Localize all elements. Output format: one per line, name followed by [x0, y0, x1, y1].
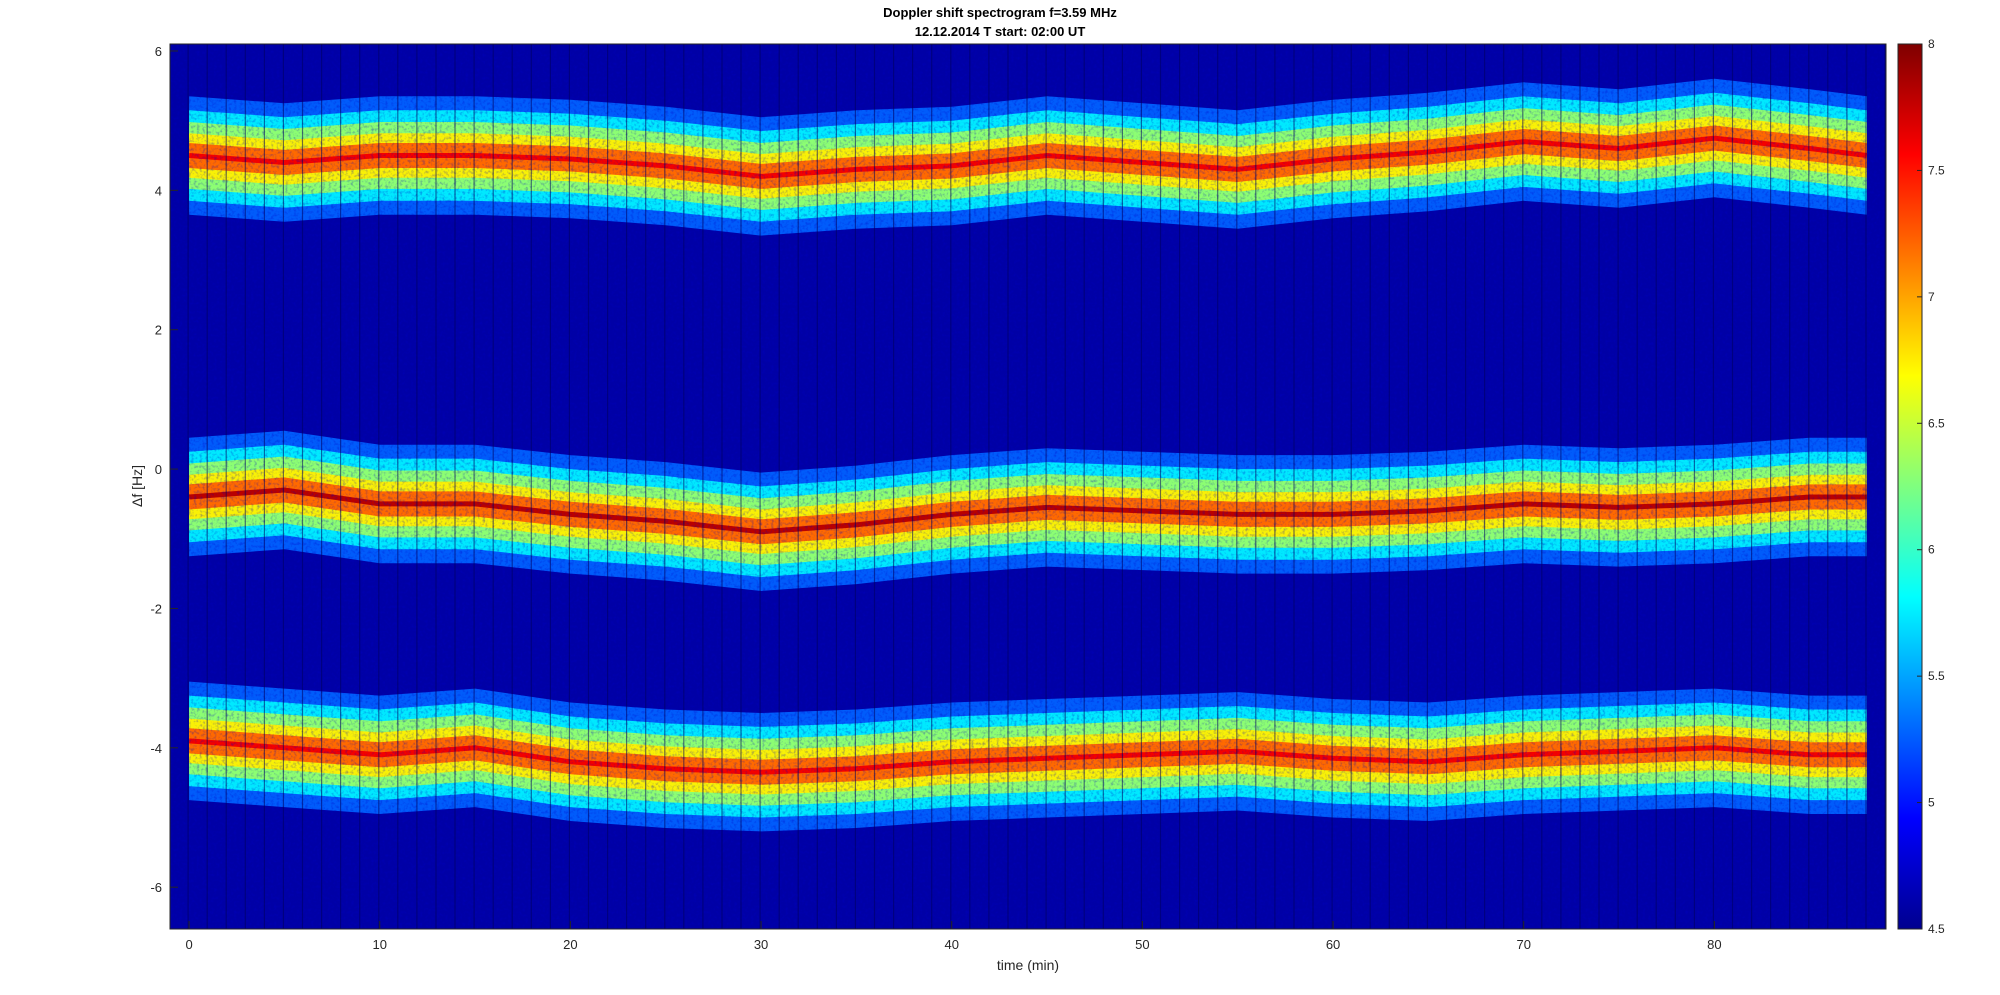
y-tick-label: 6	[155, 44, 162, 59]
colorbar-tick-label: 6.5	[1928, 416, 1945, 430]
colorbar-tick-label: 5	[1928, 796, 1935, 810]
colorbar-tick-label: 8	[1928, 37, 1935, 51]
y-axis-label: Δf [Hz]	[129, 465, 145, 507]
x-tick-label: 30	[754, 937, 768, 952]
x-tick-label: 60	[1326, 937, 1340, 952]
x-tick-label: 10	[372, 937, 386, 952]
plot-frame	[169, 43, 1887, 930]
colorbar: 8 7.5 7 6.5 6 5.5 5 4.5	[1897, 37, 1945, 936]
x-tick-label: 40	[944, 937, 958, 952]
y-tick-label: -2	[150, 601, 162, 616]
colorbar-tick-label: 7	[1928, 290, 1935, 304]
colorbar-tick-label: 4.5	[1928, 922, 1945, 936]
y-tick-label: -4	[150, 741, 162, 756]
x-tick-label: 70	[1516, 937, 1530, 952]
x-tick-label: 20	[563, 937, 577, 952]
colorbar-gradient	[1897, 43, 1923, 930]
y-tick-label: 0	[155, 462, 162, 477]
x-axis-label: time (min)	[997, 957, 1059, 973]
colorbar-tick-label: 5.5	[1928, 669, 1945, 683]
colorbar-ticks: 8 7.5 7 6.5 6 5.5 5 4.5	[1917, 37, 1945, 936]
time-window-stripes	[187, 44, 1886, 929]
spectrogram-plot-area	[169, 43, 1887, 930]
y-tick-label: 2	[155, 323, 162, 338]
colorbar-tick-label: 7.5	[1928, 163, 1945, 177]
chart-title: Doppler shift spectrogram f=3.59 MHz	[883, 5, 1117, 20]
x-tick-label: 80	[1707, 937, 1721, 952]
y-tick-label: -6	[150, 880, 162, 895]
x-tick-label: 50	[1135, 937, 1149, 952]
speckle-texture	[170, 44, 1886, 929]
y-tick-label: 4	[155, 183, 162, 198]
colorbar-tick-label: 6	[1928, 543, 1935, 557]
x-axis: 0 10 20 30 40 50 60 70 80	[185, 921, 1722, 952]
y-axis: 6 4 2 0 -2 -4 -6	[150, 44, 178, 895]
chart-subtitle: 12.12.2014 T start: 02:00 UT	[914, 24, 1086, 39]
x-tick-label: 0	[185, 937, 192, 952]
